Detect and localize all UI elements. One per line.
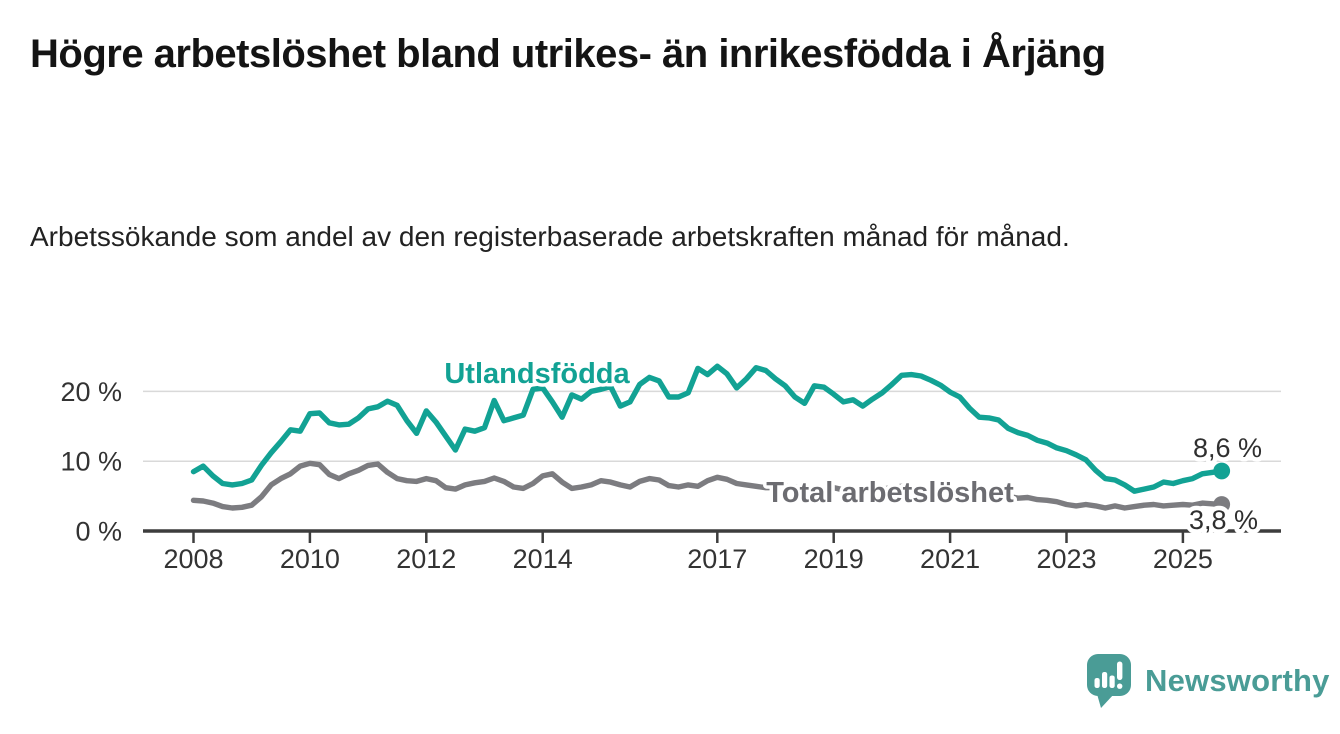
series-label-total-arbetsloshet: Total arbetslöshet: [766, 477, 1014, 509]
gridlines: [143, 390, 1281, 462]
series-line-total-arbetsl-shet: [190, 460, 1225, 511]
series-label-utlandsfodda: Utlandsfödda: [444, 358, 630, 390]
newsworthy-logo: Newsworthy: [1086, 652, 1330, 709]
x-tick-label: 2021: [920, 544, 980, 574]
newsworthy-wordmark: Newsworthy: [1145, 662, 1330, 698]
x-tick-label: 2019: [804, 544, 864, 574]
x-tick-label: 2023: [1036, 544, 1096, 574]
series-line-utlandsf-dda: [190, 363, 1225, 494]
end-value-label-utlandsfodda: 8,6 %: [1193, 433, 1262, 463]
end-dot: [1213, 462, 1231, 480]
x-tick-label: 2008: [163, 544, 223, 574]
chart-title: Högre arbetslöshet bland utrikes- än inr…: [30, 32, 1106, 76]
y-tick-label: 0 %: [75, 517, 122, 547]
series-lines: [190, 363, 1225, 511]
y-tick-label: 20 %: [60, 377, 122, 407]
end-value-label-total: 3,8 %: [1189, 505, 1258, 535]
end-dot: [1213, 496, 1231, 513]
x-tick-label: 2010: [280, 544, 340, 574]
x-tick-label: 2012: [396, 544, 456, 574]
y-axis-labels: 0 % 10 % 20 %: [60, 377, 122, 547]
y-tick-label: 10 %: [60, 447, 122, 477]
x-tick-label: 2014: [513, 544, 573, 574]
x-tick-label: 2017: [687, 544, 747, 574]
chart-subtitle: Arbetssökande som andel av den registerb…: [30, 221, 1070, 252]
x-axis: 2008 2010 2012 2014 2017 2019 2021 2023 2025: [143, 529, 1281, 574]
end-point-dots: [1213, 462, 1231, 513]
newsworthy-chart-bubble-icon: [1087, 654, 1131, 708]
x-tick-label: 2025: [1153, 544, 1213, 574]
